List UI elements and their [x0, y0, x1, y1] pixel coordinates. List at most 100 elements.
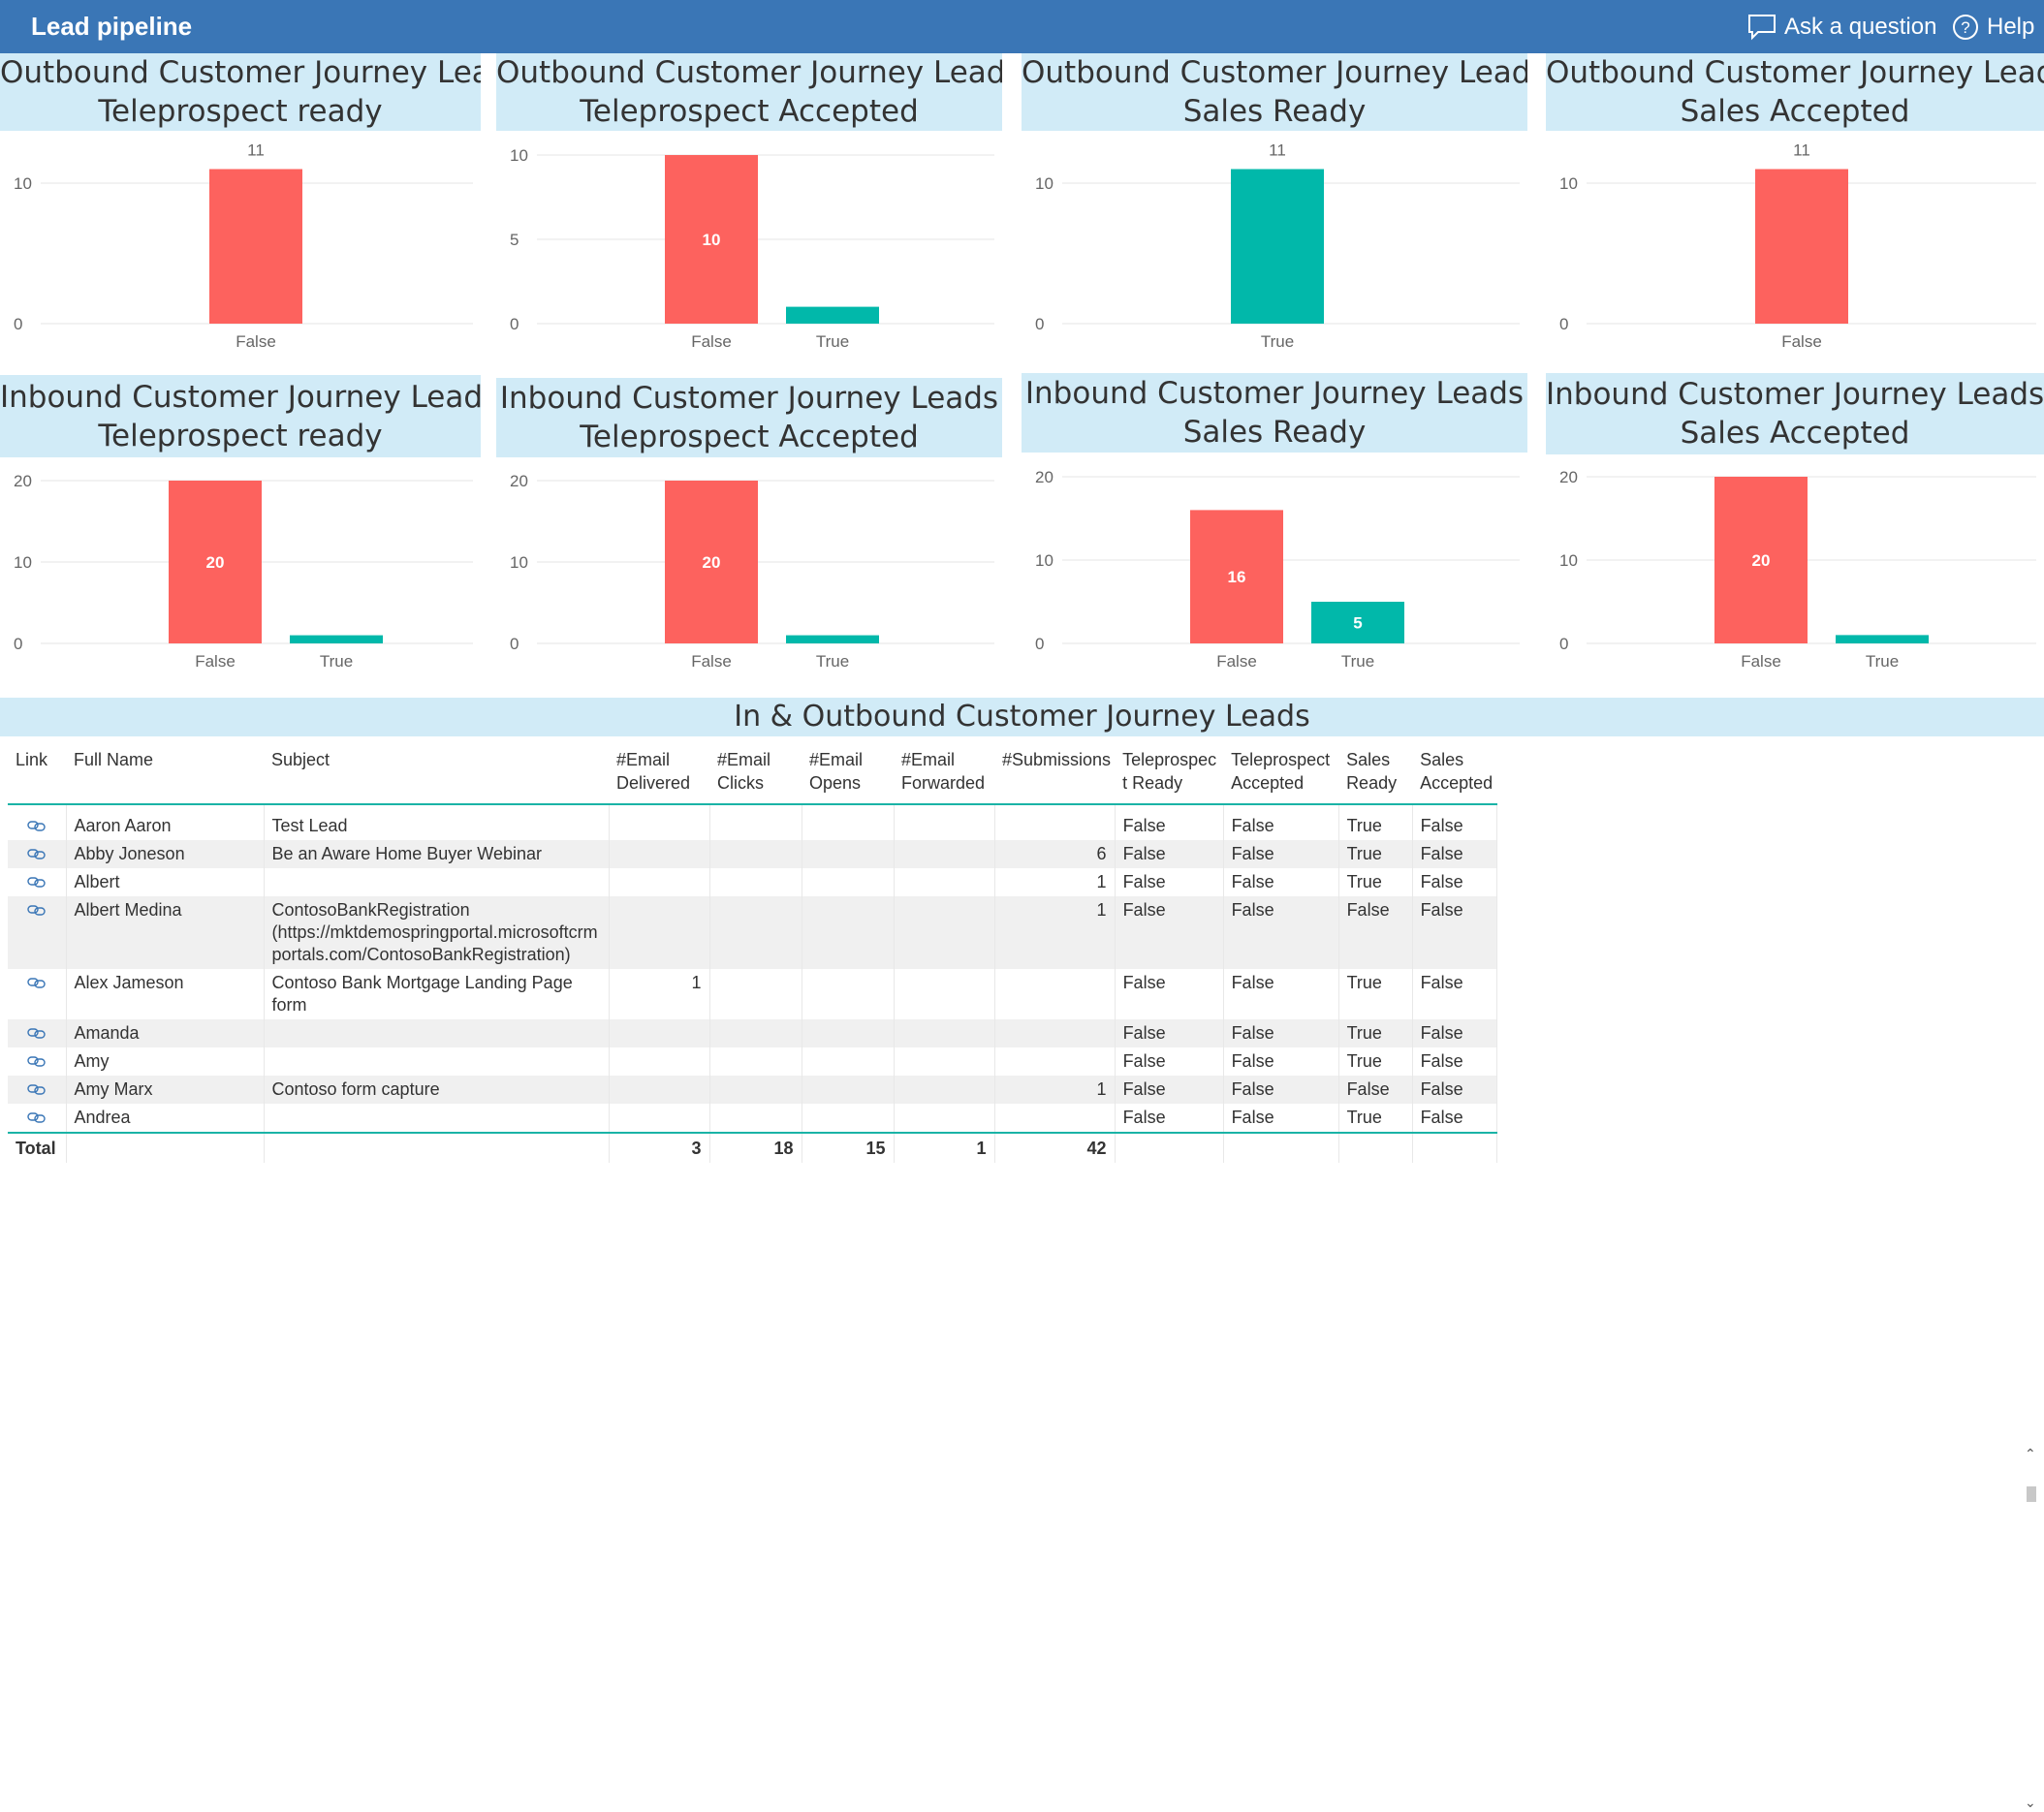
link-cell[interactable]: [8, 969, 67, 1019]
chart-tile[interactable]: Inbound Customer Journey Leads Sales Read…: [1022, 373, 1527, 680]
clicks-cell: [709, 1019, 802, 1047]
x-category-label: False: [236, 332, 276, 351]
link-cell[interactable]: [8, 804, 67, 840]
forwarded-cell: [894, 1019, 995, 1047]
table-scrollbar[interactable]: ⌃ ⌄: [2023, 1444, 2038, 1812]
chart-tile[interactable]: Outbound Customer Journey Leads Sales Rea…: [1022, 53, 1527, 360]
speech-bubble-icon: [1748, 15, 1776, 41]
chart-tile[interactable]: Inbound Customer Journey Leads Teleprospe…: [496, 378, 1002, 680]
subject-cell: [264, 868, 610, 896]
chart-tile-title: Outbound Customer Journey Leads Sales Acc…: [1546, 53, 2044, 131]
total-label: Total: [8, 1132, 67, 1163]
bar-false[interactable]: [665, 155, 758, 324]
chart-tile[interactable]: Inbound Customer Journey Leads Sales Acce…: [1546, 373, 2044, 680]
tp-ready-cell: False: [1115, 840, 1224, 868]
link-cell[interactable]: [8, 896, 67, 969]
table-row[interactable]: Amy False False True False: [8, 1047, 1497, 1076]
delivered-cell: [609, 840, 710, 868]
sales-accepted-cell: False: [1412, 969, 1497, 1019]
bar-false[interactable]: [1755, 169, 1848, 325]
bar-false[interactable]: [209, 169, 302, 325]
link-icon[interactable]: [27, 843, 47, 859]
link-cell[interactable]: [8, 1104, 67, 1133]
column-header[interactable]: Link: [8, 742, 66, 805]
scroll-up-icon[interactable]: ⌃: [2025, 1446, 2036, 1461]
column-header[interactable]: Full Name: [66, 742, 264, 805]
bar-true[interactable]: [786, 306, 879, 324]
link-cell[interactable]: [8, 868, 67, 896]
bar-true[interactable]: [1836, 635, 1929, 643]
full-name-cell: Amanda: [66, 1019, 265, 1047]
data-label: 11: [1269, 141, 1286, 160]
link-cell[interactable]: [8, 1019, 67, 1047]
table-row[interactable]: Andrea False False True False: [8, 1104, 1497, 1133]
column-header[interactable]: #Email Delivered: [609, 742, 709, 805]
link-cell[interactable]: [8, 1047, 67, 1076]
column-header[interactable]: #Email Forwarded: [894, 742, 994, 805]
scroll-thumb[interactable]: [2027, 1486, 2036, 1502]
scroll-down-icon[interactable]: ⌄: [2025, 1795, 2036, 1810]
table-row[interactable]: Amanda False False True False: [8, 1019, 1497, 1047]
bar-false[interactable]: [169, 481, 262, 643]
link-icon[interactable]: [27, 1107, 47, 1123]
column-header[interactable]: Sales Ready: [1338, 742, 1413, 805]
sales-accepted-cell: False: [1412, 1076, 1497, 1104]
column-header[interactable]: Subject: [264, 742, 609, 805]
column-header[interactable]: Teleprospec t Ready: [1115, 742, 1224, 805]
link-cell[interactable]: [8, 1076, 67, 1104]
chart-tile[interactable]: Outbound Customer Journey Leads Sales Acc…: [1546, 53, 2044, 360]
tp-ready-cell: False: [1115, 804, 1224, 840]
table-row[interactable]: Aaron Aaron Test Lead False False True False: [8, 804, 1497, 840]
chart-tile[interactable]: Inbound Customer Journey Leads Teleprospe…: [0, 375, 481, 680]
table-row[interactable]: Albert 1 False False True False: [8, 868, 1497, 896]
chart-title-line1: Outbound Customer Journey Leads: [1546, 55, 2044, 90]
bar-true[interactable]: [786, 635, 879, 643]
bar-false[interactable]: [1190, 510, 1283, 643]
full-name-cell: Albert: [66, 868, 265, 896]
subject-cell: Contoso form capture: [264, 1076, 610, 1104]
table-row[interactable]: Amy Marx Contoso form capture 1 False False F…: [8, 1076, 1497, 1104]
bar-true[interactable]: [1311, 602, 1404, 643]
table-header-row: Link Full Name Subject #Email Delivered #Emai…: [8, 742, 1497, 805]
link-icon[interactable]: [27, 972, 47, 988]
chart-title-line1: Outbound Customer Journey Leads: [0, 55, 481, 90]
column-header-line1: #Email: [616, 750, 671, 769]
link-icon[interactable]: [27, 1078, 47, 1095]
delivered-cell: [609, 896, 710, 969]
help-button[interactable]: ? Help: [1952, 10, 2034, 45]
delivered-cell: 1: [609, 969, 710, 1019]
link-icon[interactable]: [27, 871, 47, 888]
table-row[interactable]: Alex Jameson Contoso Bank Mortgage Landin…: [8, 969, 1497, 1019]
chart-tile[interactable]: Outbound Customer Journey Leads Teleprosp…: [0, 53, 481, 360]
link-icon[interactable]: [27, 899, 47, 916]
link-cell[interactable]: [8, 840, 67, 868]
forwarded-cell: [894, 1076, 995, 1104]
submissions-cell: 1: [994, 1076, 1116, 1104]
column-header[interactable]: #Submissions: [994, 742, 1116, 805]
column-header[interactable]: Sales Accepted: [1412, 742, 1497, 805]
bar-false[interactable]: [665, 481, 758, 643]
link-icon[interactable]: [27, 1050, 47, 1067]
column-header[interactable]: Teleprospect Accepted: [1223, 742, 1339, 805]
subject-line: ContosoBankRegistration: [271, 900, 470, 920]
column-header[interactable]: #Email Clicks: [709, 742, 802, 805]
table-row[interactable]: Albert Medina ContosoBankRegistration (htt…: [8, 896, 1497, 969]
clicks-cell: [709, 804, 802, 840]
column-header[interactable]: #Email Opens: [802, 742, 894, 805]
column-header-line2: Accepted: [1420, 773, 1494, 793]
bar-true[interactable]: [1231, 169, 1324, 325]
table-row[interactable]: Abby Joneson Be an Aware Home Buyer Webin…: [8, 840, 1497, 868]
link-icon[interactable]: [27, 1022, 47, 1039]
bar-false[interactable]: [1714, 477, 1808, 643]
full-name-cell: Amy: [66, 1047, 265, 1076]
bar-chart: 0 10 20 False 20 True: [1559, 468, 2036, 671]
bar-true[interactable]: [290, 635, 383, 643]
sales-ready-cell: True: [1338, 1019, 1413, 1047]
column-header-line1: Subject: [271, 750, 330, 769]
data-label: 16: [1228, 568, 1246, 586]
ask-question-button[interactable]: Ask a question: [1747, 10, 1936, 45]
chart-tile[interactable]: Outbound Customer Journey Leads Teleprosp…: [496, 53, 1002, 360]
bar-chart: 0 10 False 11: [14, 141, 473, 351]
link-icon[interactable]: [27, 815, 47, 831]
column-header-line1: Teleprospect: [1231, 750, 1331, 769]
